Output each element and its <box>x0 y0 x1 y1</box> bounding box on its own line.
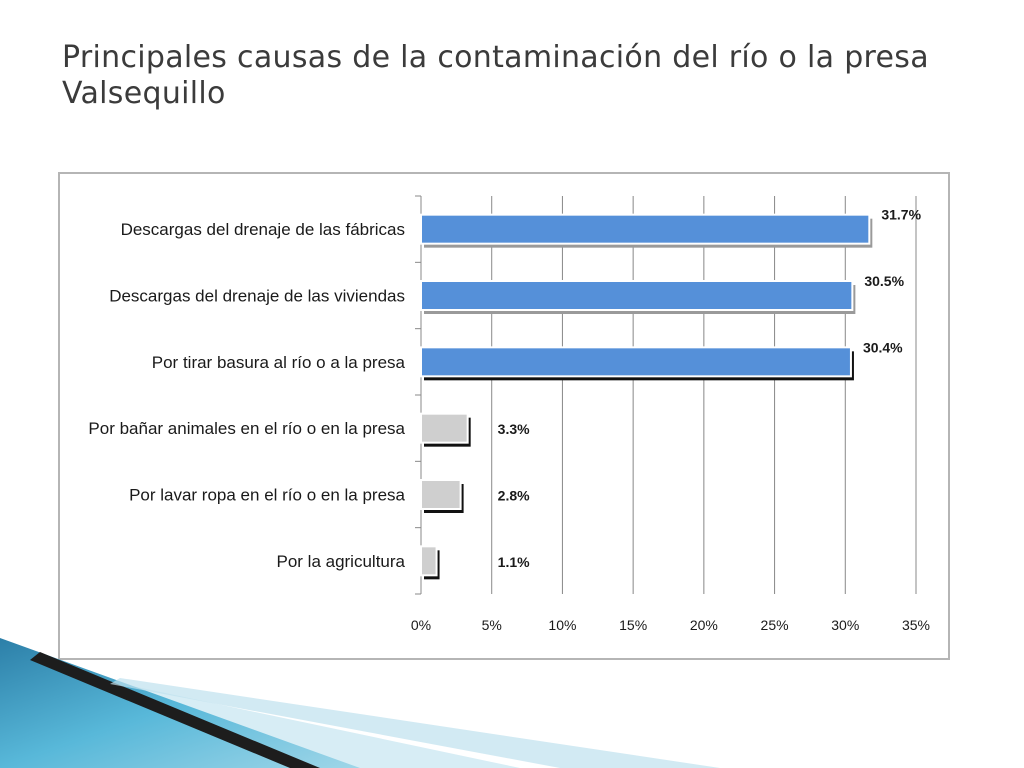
slide-title: Principales causas de la contaminación d… <box>62 40 929 111</box>
deco-dark-stripe <box>30 652 320 768</box>
x-tick-label-3: 15% <box>619 617 647 633</box>
category-label-2: Por tirar basura al río o a la presa <box>152 353 406 372</box>
x-tick-label-1: 5% <box>482 617 502 633</box>
value-label-0: 31.7% <box>881 207 921 223</box>
x-tick-label-7: 35% <box>902 617 930 633</box>
slide-corner-decoration <box>0 638 720 768</box>
category-label-4: Por lavar ropa en el río o en la presa <box>129 486 405 505</box>
category-label-5: Por la agricultura <box>276 552 405 571</box>
value-label-2: 30.4% <box>863 339 903 355</box>
category-label-0: Descargas del drenaje de las fábricas <box>121 220 405 239</box>
bar-3 <box>420 412 469 444</box>
value-label-4: 2.8% <box>498 488 530 504</box>
bar-2 <box>420 346 852 378</box>
value-label-1: 30.5% <box>864 273 904 289</box>
bar-chart: Descargas del drenaje de las fábricas 31.… <box>88 195 930 633</box>
x-tick-label-2: 10% <box>548 617 576 633</box>
deco-light-stripe <box>110 678 720 768</box>
bar-5 <box>420 545 438 577</box>
x-tick-label-4: 20% <box>690 617 718 633</box>
x-tick-label-6: 30% <box>831 617 859 633</box>
value-label-3: 3.3% <box>498 421 530 437</box>
category-label-3: Por bañar animales en el río o en la pre… <box>88 419 405 438</box>
x-tick-label-5: 25% <box>761 617 789 633</box>
x-tick-label-0: 0% <box>411 617 431 633</box>
category-label-1: Descargas del drenaje de las viviendas <box>109 287 405 306</box>
value-label-5: 1.1% <box>498 554 530 570</box>
bar-1 <box>420 280 854 311</box>
chart-frame: Descargas del drenaje de las fábricas 31.… <box>58 172 950 660</box>
bar-4 <box>420 479 462 510</box>
bar-0 <box>420 213 871 245</box>
deco-teal-band <box>0 638 360 768</box>
